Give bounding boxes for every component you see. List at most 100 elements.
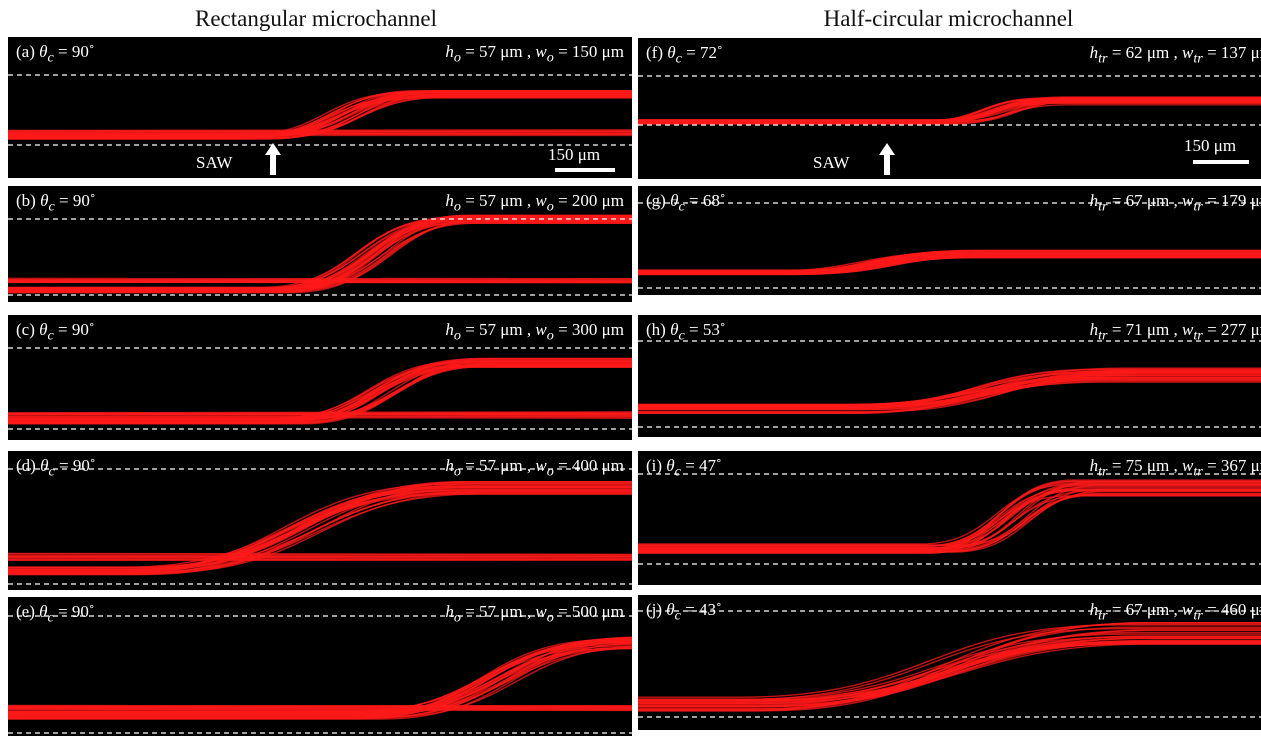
trajectory-streak xyxy=(8,411,632,414)
panel-label: (j) θc = 43˚ xyxy=(646,600,722,624)
trajectory-streak xyxy=(8,491,632,574)
trajectory-streak xyxy=(8,639,632,717)
trajectory-streak xyxy=(638,624,1261,698)
trajectory-streak xyxy=(638,102,1261,122)
scalebar-label: 150 μm xyxy=(548,145,601,164)
panel-j: (j) θc = 43˚ htr = 67 μm , wtr = 460 μm xyxy=(638,595,1261,730)
left-column-title: Rectangular microchannel xyxy=(194,6,438,31)
trajectory-streak xyxy=(8,636,632,713)
trajectory-streak xyxy=(638,489,1261,546)
trajectory-streak xyxy=(8,215,632,293)
panel-dimensions: ho = 57 μm , wo = 300 μm xyxy=(445,320,624,344)
trajectory-streak xyxy=(8,639,632,713)
trajectory-streak xyxy=(638,488,1261,546)
trajectory-streak xyxy=(638,370,1261,409)
panel-g: (g) θc = 68˚ htr = 67 μm , wtr = 179 μm xyxy=(638,186,1261,295)
up-arrow-icon xyxy=(265,143,281,175)
trajectory-streak xyxy=(638,490,1261,549)
panel-dimensions: htr = 67 μm , wtr = 179 μm xyxy=(1089,191,1261,215)
trajectory-streak xyxy=(8,558,632,561)
trajectory-streak xyxy=(638,250,1261,274)
panel-label: (c) θc = 90˚ xyxy=(16,320,95,344)
trajectory-streak xyxy=(8,363,632,420)
panel-label: (e) θc = 90˚ xyxy=(16,602,95,626)
panel-label: (i) θc = 47˚ xyxy=(646,456,722,480)
trajectory-streak xyxy=(8,488,632,573)
trajectory-image-f xyxy=(638,75,1261,126)
trajectory-streak xyxy=(8,360,632,421)
trajectory-streak xyxy=(8,552,632,556)
trajectory-streak xyxy=(638,256,1261,273)
trajectory-streak xyxy=(8,217,632,289)
panel-c: (c) θc = 90˚ ho = 57 μm , wo = 300 μm xyxy=(8,315,632,440)
trajectory-streak xyxy=(8,647,632,715)
trajectory-streak xyxy=(8,360,632,420)
right-column-title: Half-circular microchannel xyxy=(823,6,1074,31)
trajectory-streak xyxy=(638,629,1261,707)
trajectory-streak xyxy=(8,708,632,711)
panel-dimensions: ho = 57 μm , wo = 400 μm xyxy=(445,456,624,480)
trajectory-streak xyxy=(638,257,1261,272)
panel-label: (g) θc = 68˚ xyxy=(646,191,726,215)
panel-label: (f) θc = 72˚ xyxy=(646,43,723,67)
trajectory-image-i xyxy=(638,473,1261,565)
panel-i: (i) θc = 47˚ htr = 75 μm , wtr = 367 μm xyxy=(638,451,1261,585)
panel-d: (d) θc = 90˚ ho = 57 μm , wo = 400 μm xyxy=(8,451,632,590)
trajectory-streak xyxy=(8,361,632,419)
panel-dimensions: ho = 57 μm , wo = 500 μm xyxy=(445,602,624,626)
trajectory-streak xyxy=(638,495,1261,552)
trajectory-streak xyxy=(8,363,632,420)
trajectory-image-e xyxy=(8,615,632,734)
trajectory-streak xyxy=(638,374,1261,408)
trajectory-streak xyxy=(8,366,632,420)
trajectory-streak xyxy=(8,361,632,424)
trajectory-streak xyxy=(638,256,1261,273)
panel-dimensions: htr = 62 μm , wtr = 137 μm xyxy=(1089,43,1261,67)
panel-dimensions: htr = 71 μm , wtr = 277 μm xyxy=(1089,320,1261,344)
panel-label: (a) θc = 90˚ xyxy=(16,42,95,66)
panel-label: (h) θc = 53˚ xyxy=(646,320,726,344)
trajectory-streak xyxy=(8,220,632,291)
scalebar xyxy=(1193,160,1249,164)
trajectory-streak xyxy=(8,486,632,576)
trajectory-streak xyxy=(638,483,1261,545)
trajectory-streak xyxy=(638,488,1261,552)
trajectory-streak xyxy=(8,364,632,420)
trajectory-image-a xyxy=(8,74,632,146)
panel-h: (h) θc = 53˚ htr = 71 μm , wtr = 277 μm xyxy=(638,315,1261,437)
trajectory-streak xyxy=(8,647,632,715)
trajectory-streak xyxy=(8,416,632,419)
trajectory-image-j xyxy=(638,610,1261,718)
trajectory-streak xyxy=(8,483,632,573)
trajectory-streak xyxy=(8,217,632,294)
trajectory-streak xyxy=(8,364,632,420)
panel-dimensions: htr = 75 μm , wtr = 367 μm xyxy=(1089,456,1261,480)
panel-f: (f) θc = 72˚ htr = 62 μm , wtr = 137 μm … xyxy=(638,38,1261,179)
panel-label: (b) θc = 90˚ xyxy=(16,191,96,215)
saw-label: SAW xyxy=(813,153,850,172)
trajectory-image-b xyxy=(8,214,632,296)
trajectory-streak xyxy=(8,645,632,712)
panel-e: (e) θc = 90˚ ho = 57 μm , wo = 500 μm xyxy=(8,597,632,736)
trajectory-streak xyxy=(638,96,1261,121)
trajectory-streak xyxy=(8,493,632,574)
trajectory-streak xyxy=(638,101,1261,123)
trajectory-streak xyxy=(8,482,632,569)
trajectory-streak xyxy=(8,279,632,282)
trajectory-streak xyxy=(8,636,632,713)
panel-dimensions: htr = 67 μm , wtr = 460 μm xyxy=(1089,600,1261,624)
saw-label: SAW xyxy=(196,153,233,172)
panel-b: (b) θc = 90˚ ho = 57 μm , wo = 200 μm xyxy=(8,186,632,302)
trajectory-streak xyxy=(638,643,1261,702)
trajectory-streak xyxy=(8,214,632,292)
trajectory-streak xyxy=(638,490,1261,553)
trajectory-image-d xyxy=(8,468,632,585)
scalebar-label: 150 μm xyxy=(1184,136,1237,155)
scalebar xyxy=(555,168,615,172)
panel-a: (a) θc = 90˚ ho = 57 μm , wo = 150 μm SA… xyxy=(8,37,632,178)
panel-dimensions: ho = 57 μm , wo = 200 μm xyxy=(445,191,624,215)
trajectory-image-g xyxy=(638,202,1261,289)
trajectory-image-h xyxy=(638,340,1261,428)
trajectory-streak xyxy=(638,482,1261,548)
trajectory-streak xyxy=(638,489,1261,552)
